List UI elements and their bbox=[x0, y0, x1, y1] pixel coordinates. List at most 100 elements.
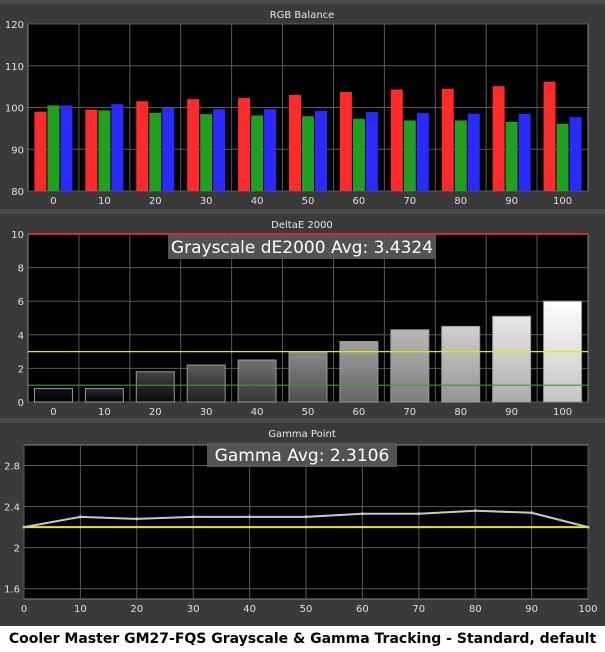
annotation-text: Grayscale dE2000 Avg: 3.4324 bbox=[171, 238, 433, 258]
y-tick-label: 6 bbox=[18, 297, 24, 308]
x-tick-label: 90 bbox=[505, 196, 518, 207]
bar-red bbox=[289, 94, 301, 191]
bar-delta-e bbox=[492, 315, 532, 403]
bar-green bbox=[302, 116, 314, 191]
gamma-point bbox=[135, 517, 139, 521]
x-tick-label: 60 bbox=[356, 604, 369, 615]
bar-blue bbox=[569, 117, 582, 191]
bar-delta-e bbox=[135, 371, 175, 403]
bar-blue bbox=[111, 104, 124, 191]
bar-green bbox=[505, 121, 518, 191]
y-tick-label: 100 bbox=[5, 104, 24, 115]
bar-blue bbox=[365, 112, 378, 191]
x-tick-label: 100 bbox=[578, 604, 597, 615]
x-tick-label: 40 bbox=[243, 604, 256, 615]
x-tick-label: 20 bbox=[149, 196, 162, 207]
x-tick-label: 100 bbox=[553, 196, 572, 207]
x-tick-label: 20 bbox=[149, 407, 162, 418]
x-tick-label: 0 bbox=[50, 407, 56, 418]
bar-green bbox=[149, 112, 162, 191]
bar-delta-e bbox=[186, 364, 226, 403]
y-tick-label: 8 bbox=[18, 264, 24, 275]
bar-red bbox=[390, 89, 403, 191]
bar-red bbox=[543, 81, 556, 191]
x-tick-label: 30 bbox=[187, 604, 200, 615]
x-tick-label: 80 bbox=[469, 604, 482, 615]
x-tick-label: 40 bbox=[251, 196, 264, 207]
bar-red bbox=[187, 99, 200, 191]
bar-blue bbox=[264, 109, 277, 191]
y-tick-label: 2.8 bbox=[4, 462, 20, 473]
bar-green bbox=[98, 110, 111, 191]
x-tick-label: 80 bbox=[454, 196, 467, 207]
gamma-point bbox=[586, 525, 590, 529]
bar-delta-e bbox=[441, 325, 481, 403]
bar-red bbox=[339, 92, 352, 191]
annotation-box bbox=[168, 235, 436, 259]
y-tick-label: 90 bbox=[11, 145, 24, 156]
bar-green bbox=[200, 114, 213, 191]
x-tick-label: 90 bbox=[505, 407, 518, 418]
x-tick-label: 100 bbox=[553, 407, 572, 418]
x-tick-label: 0 bbox=[50, 196, 56, 207]
chart-title: DeltaE 2000 bbox=[271, 220, 333, 231]
bar-green bbox=[251, 115, 264, 191]
x-tick-label: 60 bbox=[353, 196, 366, 207]
gamma-point bbox=[360, 512, 364, 516]
bar-delta-e bbox=[237, 359, 277, 403]
y-tick-label: 2 bbox=[14, 544, 20, 555]
gamma-point bbox=[191, 515, 195, 519]
x-tick-label: 30 bbox=[200, 196, 213, 207]
x-tick-label: 30 bbox=[200, 407, 213, 418]
bar-blue bbox=[467, 113, 480, 191]
x-tick-label: 60 bbox=[353, 407, 366, 418]
bar-delta-e bbox=[33, 388, 73, 403]
figure-caption: Cooler Master GM27-FQS Grayscale & Gamma… bbox=[0, 626, 605, 652]
x-tick-label: 80 bbox=[454, 407, 467, 418]
gamma-point bbox=[417, 512, 421, 516]
bar-blue bbox=[213, 109, 226, 191]
annotation-text: Gamma Avg: 2.3106 bbox=[215, 446, 390, 466]
x-tick-label: 70 bbox=[412, 604, 425, 615]
gamma-point bbox=[473, 509, 477, 513]
chart-panel-1: RGB Balance 80 90 100 110 120 0 10 20 30 40 50 60 70 8… bbox=[0, 4, 605, 209]
gamma-point bbox=[530, 511, 534, 515]
bar-delta-e bbox=[288, 351, 328, 403]
bar-red bbox=[34, 111, 47, 191]
bar-green bbox=[352, 118, 365, 191]
bar-green bbox=[403, 120, 416, 191]
chart-panel-3: Gamma Point 1.6 2 2.4 2.8 0 10 20 30 40 50 60 70 80 90… bbox=[0, 423, 605, 626]
bar-red bbox=[136, 101, 149, 191]
bar-blue bbox=[416, 112, 429, 191]
y-tick-label: 4 bbox=[18, 331, 24, 342]
bar-blue bbox=[518, 113, 531, 191]
x-tick-label: 20 bbox=[130, 604, 143, 615]
y-tick-label: 110 bbox=[5, 62, 24, 73]
y-tick-label: 10 bbox=[11, 230, 24, 241]
gamma-point bbox=[78, 515, 82, 519]
x-tick-label: 90 bbox=[525, 604, 538, 615]
y-tick-label: 80 bbox=[11, 187, 24, 198]
x-tick-label: 50 bbox=[302, 196, 315, 207]
chart-title: Gamma Point bbox=[268, 429, 336, 440]
bar-delta-e bbox=[390, 329, 430, 403]
bar-red bbox=[441, 88, 454, 191]
x-tick-label: 70 bbox=[403, 407, 416, 418]
gamma-point bbox=[248, 515, 252, 519]
y-tick-label: 120 bbox=[5, 20, 24, 31]
bar-red bbox=[492, 86, 505, 191]
y-tick-label: 0 bbox=[18, 398, 24, 409]
bar-blue bbox=[315, 110, 327, 191]
bar-green bbox=[556, 123, 569, 191]
bar-blue bbox=[60, 105, 73, 191]
bar-blue bbox=[162, 107, 175, 191]
x-tick-label: 0 bbox=[21, 604, 27, 615]
y-tick-label: 2.4 bbox=[4, 503, 20, 514]
x-tick-label: 70 bbox=[403, 196, 416, 207]
gamma-point bbox=[22, 525, 26, 529]
y-tick-label: 2 bbox=[18, 364, 24, 375]
y-tick-label: 1.6 bbox=[4, 585, 20, 596]
